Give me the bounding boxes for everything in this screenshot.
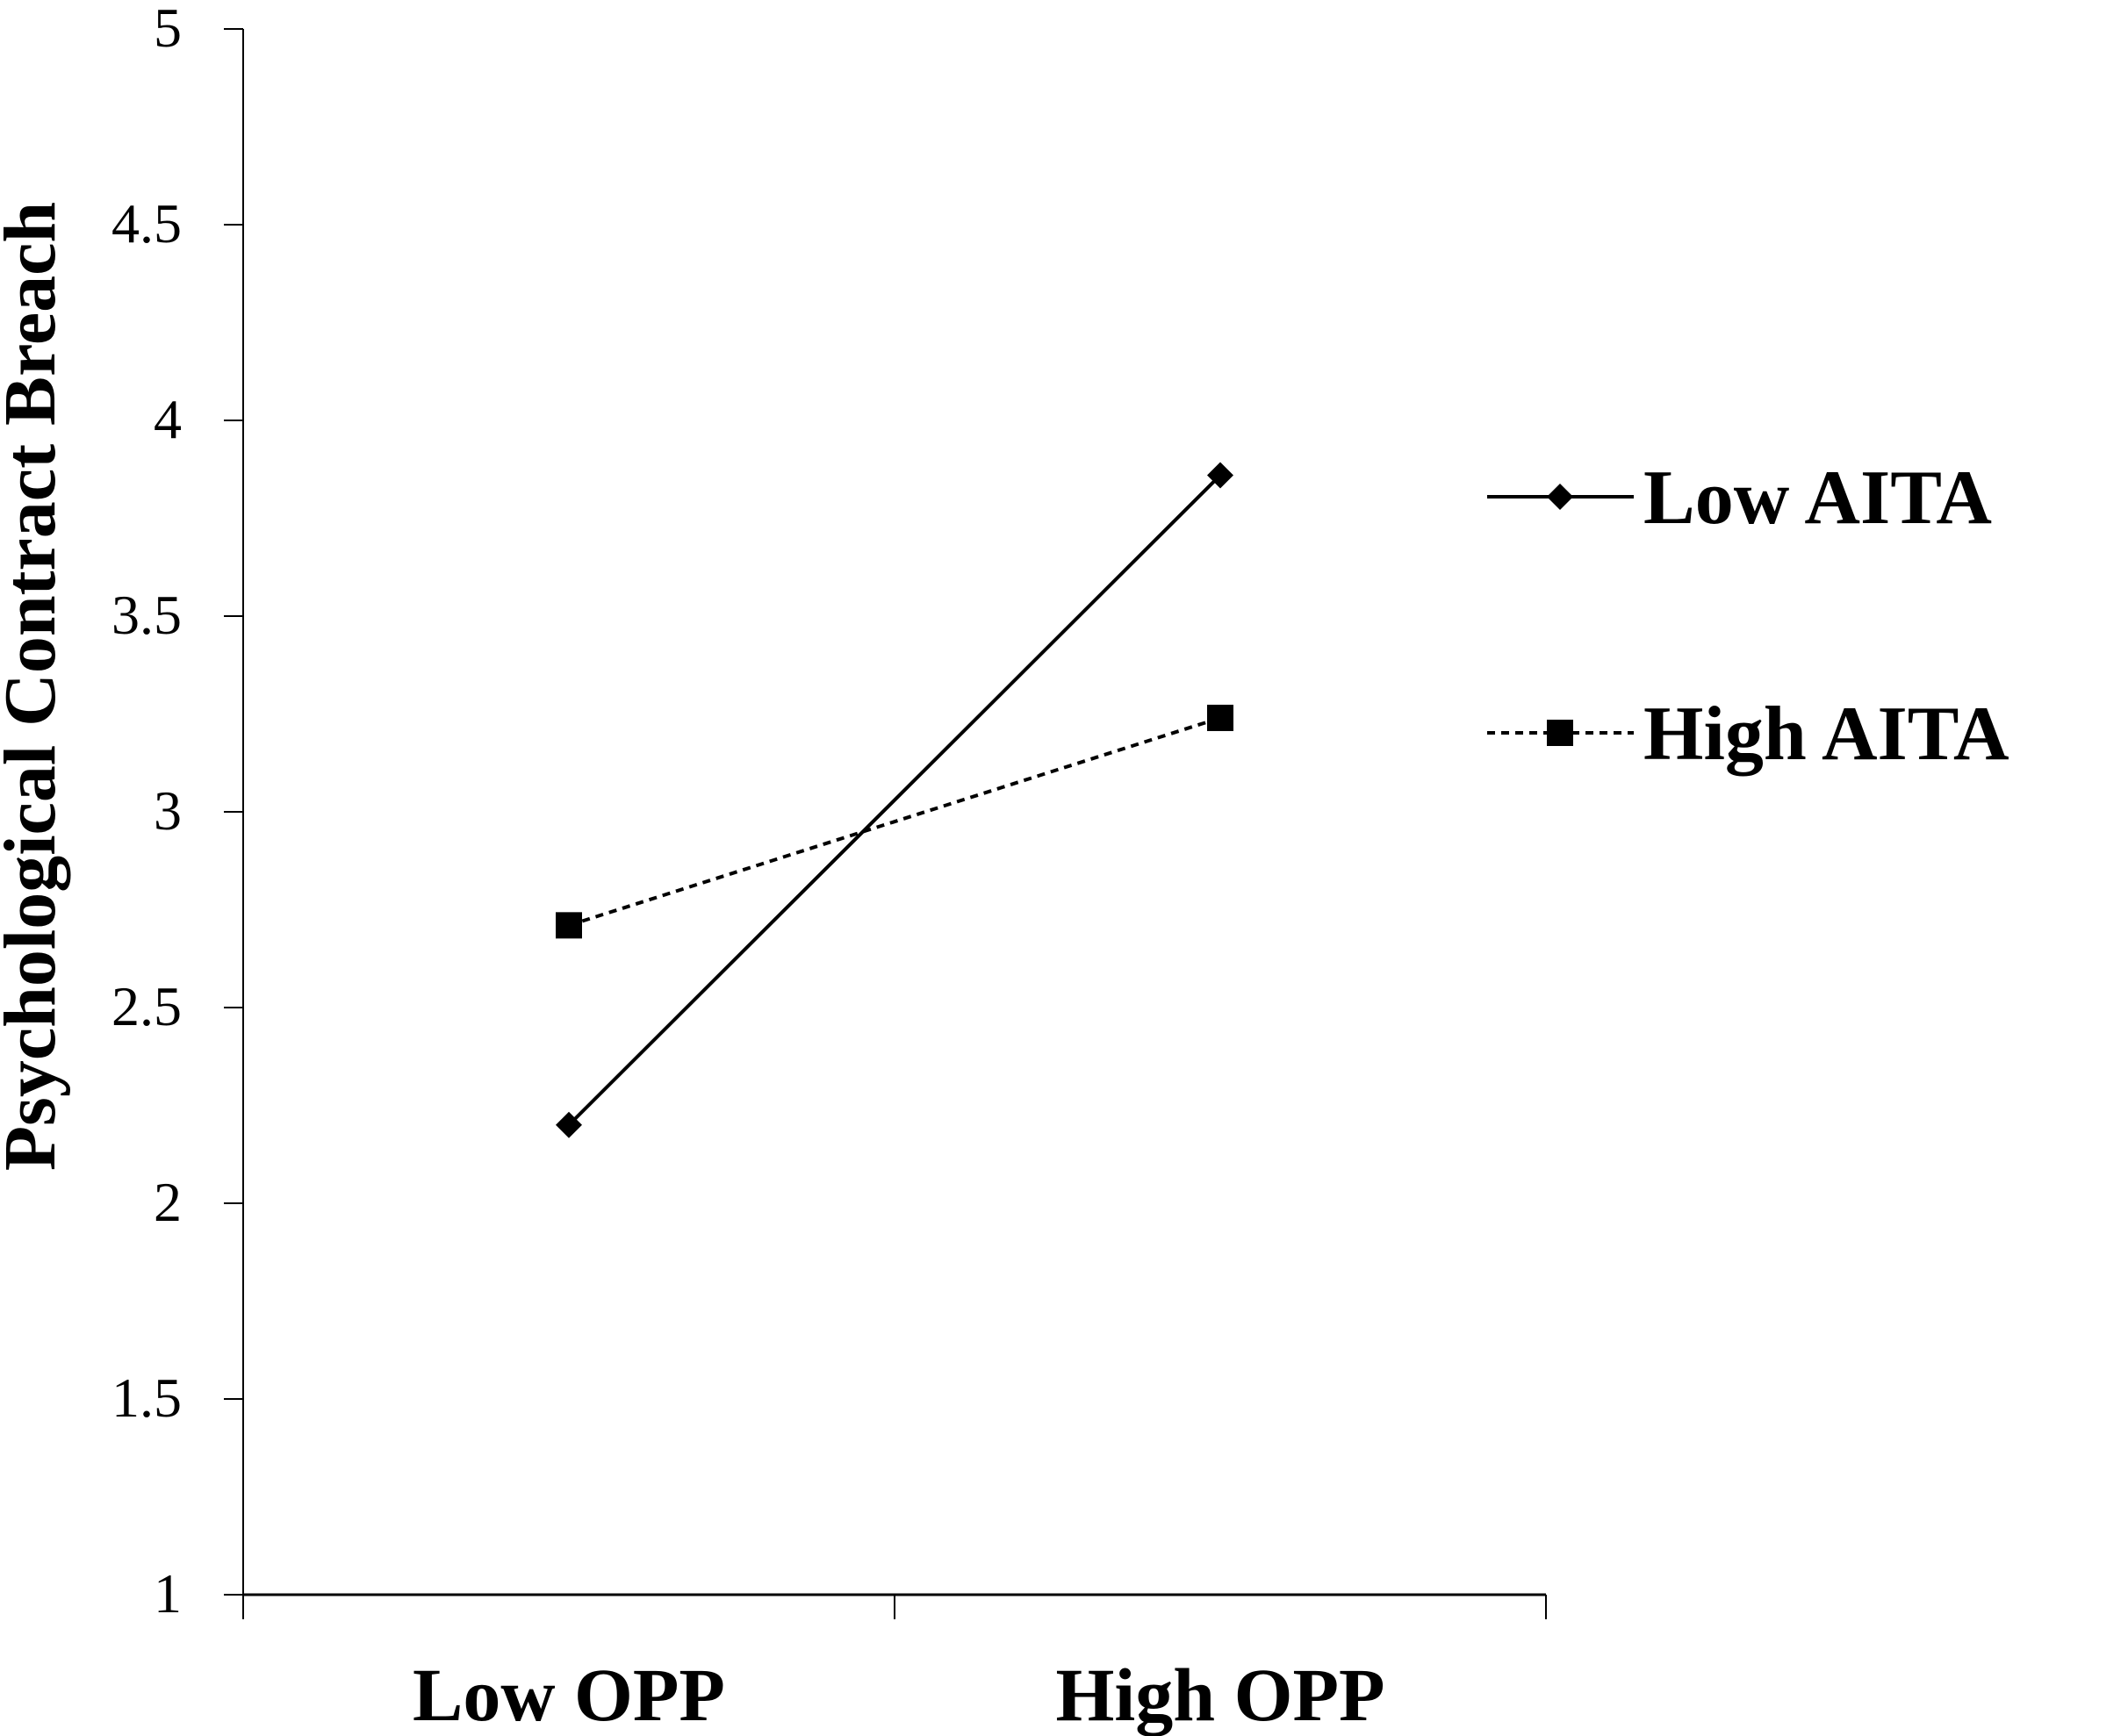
x-category-label: High OPP bbox=[1055, 1653, 1384, 1736]
y-tick-label: 4.5 bbox=[111, 192, 182, 255]
diamond-marker bbox=[1207, 462, 1233, 489]
legend-label: High AITA bbox=[1643, 692, 2009, 777]
legend: Low AITA High AITA bbox=[1487, 456, 2009, 777]
y-tick-label: 1 bbox=[154, 1562, 182, 1625]
series-line bbox=[567, 474, 1222, 1127]
legend-diamond-marker bbox=[1547, 484, 1573, 510]
series bbox=[556, 462, 1233, 1138]
y-tick-label: 2.5 bbox=[111, 975, 182, 1037]
y-tick-label: 1.5 bbox=[111, 1367, 182, 1429]
series-line bbox=[568, 716, 1221, 928]
y-tick-label: 5 bbox=[154, 0, 182, 59]
series-high-aita bbox=[556, 704, 1233, 939]
y-tick-label: 3.5 bbox=[111, 584, 182, 646]
axes bbox=[224, 28, 1547, 1619]
y-axis-title: Psychological Contract Breach bbox=[0, 202, 71, 1171]
legend-label: Low AITA bbox=[1643, 456, 1992, 541]
square-marker bbox=[556, 912, 582, 939]
legend-item: High AITA bbox=[1487, 692, 2009, 777]
square-marker bbox=[1207, 704, 1233, 731]
y-tick-label: 2 bbox=[154, 1171, 182, 1233]
legend-item: Low AITA bbox=[1487, 456, 1992, 541]
y-tick-label: 4 bbox=[154, 388, 182, 450]
series-low-aita bbox=[556, 462, 1233, 1138]
x-category-label: Low OPP bbox=[413, 1653, 725, 1736]
x-category-labels: Low OPP High OPP bbox=[413, 1653, 1385, 1736]
y-tick-labels: 1 1.5 2 2.5 3 3.5 4 4.5 5 bbox=[111, 0, 182, 1625]
diamond-marker bbox=[556, 1111, 582, 1138]
y-tick-label: 3 bbox=[154, 779, 182, 842]
legend-square-marker bbox=[1547, 720, 1573, 746]
